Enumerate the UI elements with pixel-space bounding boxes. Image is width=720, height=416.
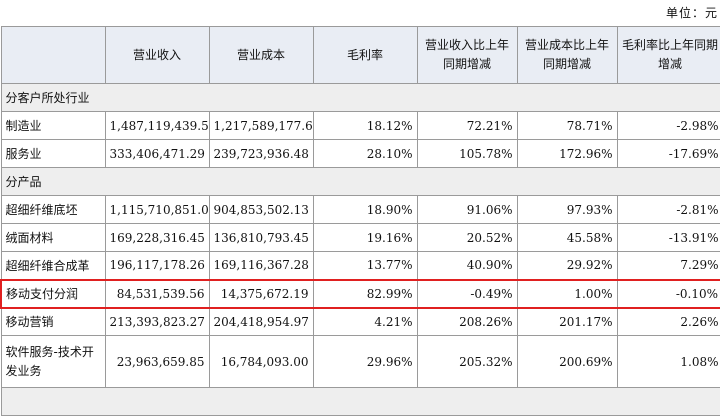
value-cell: 208.26% [416, 307, 518, 336]
value-cell: 84,531,539.56 [104, 278, 210, 309]
value-cell: 13.77% [312, 251, 418, 280]
value-cell: 201.17% [516, 307, 618, 336]
table-row: 超细纤维合成革 196,117,178.26 169,116,367.28 13.77… [0, 251, 720, 280]
header-cell: 营业收入 [104, 26, 210, 84]
header-cell: 毛利率 [312, 26, 418, 84]
header-cell: 营业成本比上年同期增减 [516, 26, 618, 84]
header-cell: 营业成本 [208, 26, 314, 84]
value-cell: 7.29% [616, 251, 720, 280]
value-cell: 20.52% [416, 223, 518, 252]
table-row: 绒面材料 169,228,316.45 136,810,793.45 19.16% 20… [0, 223, 720, 252]
header-row: 营业收入 营业成本 毛利率 营业收入比上年同期增减 营业成本比上年同期增减 毛利… [0, 26, 720, 84]
value-cell: 28.10% [312, 139, 418, 168]
row-label-cell: 超细纤维合成革 [0, 251, 106, 280]
value-cell: 1.08% [616, 335, 720, 388]
value-cell: -17.69% [616, 139, 720, 168]
value-cell: -13.91% [616, 223, 720, 252]
value-cell: 45.58% [516, 223, 618, 252]
row-label-cell: 软件服务-技术开发业务 [0, 335, 106, 388]
value-cell: -2.98% [616, 111, 720, 140]
value-cell: -0.10% [616, 278, 720, 309]
value-cell: 91.06% [416, 195, 518, 224]
table-row: 服务业 333,406,471.29 239,723,936.48 28.10% 105… [0, 139, 720, 168]
row-label-cell: 移动营销 [0, 307, 106, 336]
value-cell: 169,228,316.45 [104, 223, 210, 252]
value-cell: 136,810,793.45 [208, 223, 314, 252]
value-cell: 82.99% [312, 278, 418, 309]
continuation-cell [0, 387, 720, 416]
value-cell: 18.12% [312, 111, 418, 140]
value-cell: 23,963,659.85 [104, 335, 210, 388]
row-label-cell: 超细纤维底坯 [0, 195, 106, 224]
section-title: 分产品 [0, 167, 720, 196]
value-cell: 1,115,710,851.04 [104, 195, 210, 224]
section-title: 分客户所处行业 [0, 83, 720, 112]
value-cell: 14,375,672.19 [208, 278, 314, 309]
value-cell: 205.32% [416, 335, 518, 388]
revenue-breakdown-table: 营业收入 营业成本 毛利率 营业收入比上年同期增减 营业成本比上年同期增减 毛利… [0, 26, 720, 416]
header-cell: 营业收入比上年同期增减 [416, 26, 518, 84]
section-header-row: 分客户所处行业 [0, 83, 720, 112]
unit-label: 单位：元 [665, 6, 718, 20]
value-cell: 333,406,471.29 [104, 139, 210, 168]
value-cell: 172.96% [516, 139, 618, 168]
section-header-row: 分产品 [0, 167, 720, 196]
value-cell: 1.00% [516, 278, 618, 309]
table-continuation-row [0, 387, 720, 416]
value-cell: 4.21% [312, 307, 418, 336]
value-cell: 19.16% [312, 223, 418, 252]
table-row: 移动营销 213,393,823.27 204,418,954.97 4.21% 208… [0, 307, 720, 336]
header-cell: 毛利率比上年同期增减 [616, 26, 720, 84]
value-cell: 169,116,367.28 [208, 251, 314, 280]
value-cell: 204,418,954.97 [208, 307, 314, 336]
table-row-highlighted: 移动支付分润 84,531,539.56 14,375,672.19 82.99% -0… [0, 278, 720, 309]
row-label-cell: 制造业 [0, 111, 106, 140]
value-cell: 16,784,093.00 [208, 335, 314, 388]
value-cell: 239,723,936.48 [208, 139, 314, 168]
value-cell: 18.90% [312, 195, 418, 224]
value-cell: 196,117,178.26 [104, 251, 210, 280]
row-label-cell: 绒面材料 [0, 223, 106, 252]
row-label-cell: 服务业 [0, 139, 106, 168]
value-cell: 40.90% [416, 251, 518, 280]
value-cell: 78.71% [516, 111, 618, 140]
value-cell: 1,217,589,177.64 [208, 111, 314, 140]
value-cell: 97.93% [516, 195, 618, 224]
table-row: 软件服务-技术开发业务 23,963,659.85 16,784,093.00 29.… [0, 335, 720, 388]
value-cell: 29.92% [516, 251, 618, 280]
value-cell: 200.69% [516, 335, 618, 388]
header-cell [0, 26, 106, 84]
value-cell: 2.26% [616, 307, 720, 336]
value-cell: 29.96% [312, 335, 418, 388]
value-cell: 904,853,502.13 [208, 195, 314, 224]
value-cell: 72.21% [416, 111, 518, 140]
value-cell: 1,487,119,439.54 [104, 111, 210, 140]
value-cell: -2.81% [616, 195, 720, 224]
row-label-cell: 移动支付分润 [0, 278, 106, 309]
table-row: 超细纤维底坯 1,115,710,851.04 904,853,502.13 18.9… [0, 195, 720, 224]
table-row: 制造业 1,487,119,439.54 1,217,589,177.64 18.12… [0, 111, 720, 140]
value-cell: 105.78% [416, 139, 518, 168]
value-cell: -0.49% [416, 278, 518, 309]
value-cell: 213,393,823.27 [104, 307, 210, 336]
